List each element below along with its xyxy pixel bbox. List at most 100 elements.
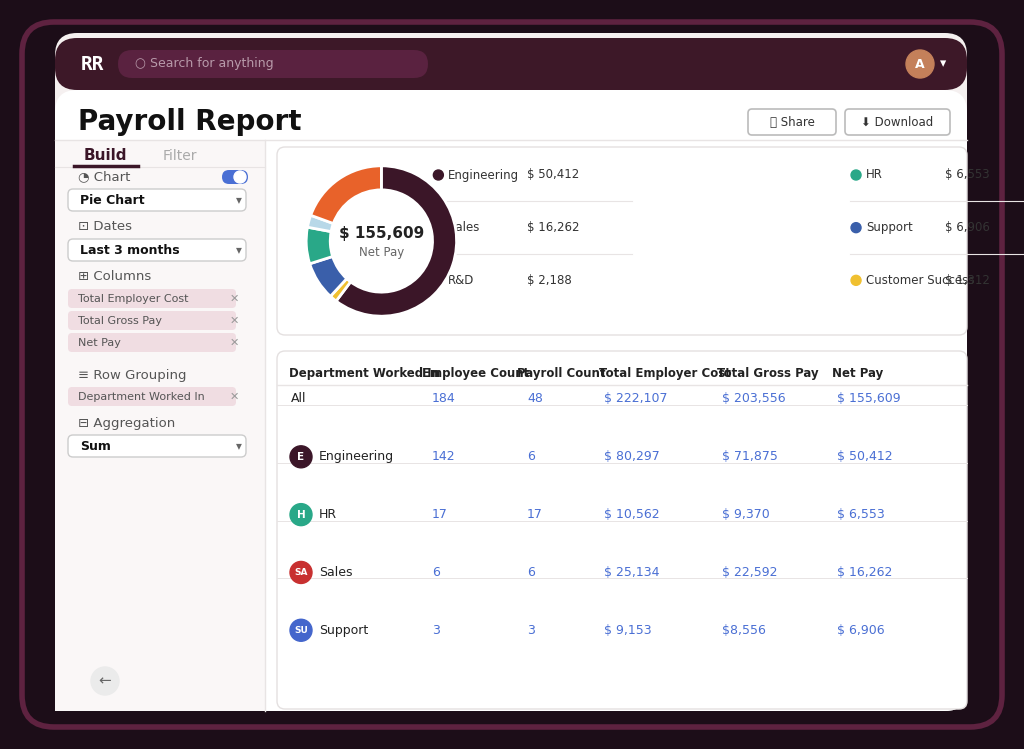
Circle shape — [433, 170, 443, 180]
Text: E: E — [297, 452, 304, 462]
Text: 6: 6 — [527, 450, 535, 464]
Text: $ 10,562: $ 10,562 — [604, 508, 659, 521]
Text: $ 9,370: $ 9,370 — [722, 508, 770, 521]
Text: H: H — [297, 509, 305, 520]
Text: $ 71,875: $ 71,875 — [722, 450, 778, 464]
Circle shape — [290, 562, 312, 583]
Text: ✕: ✕ — [230, 338, 240, 348]
FancyBboxPatch shape — [22, 22, 1002, 727]
Text: $ 155,609: $ 155,609 — [339, 226, 424, 241]
Text: ⊞ Columns: ⊞ Columns — [78, 270, 152, 284]
Text: Department Worked In: Department Worked In — [289, 366, 440, 380]
Text: ≡ Row Grouping: ≡ Row Grouping — [78, 369, 186, 381]
Text: $ 155,609: $ 155,609 — [837, 392, 901, 405]
Text: Payroll Count: Payroll Count — [517, 366, 605, 380]
Text: ⬇ Download: ⬇ Download — [861, 115, 933, 129]
Text: Employee Count: Employee Count — [422, 366, 529, 380]
Circle shape — [906, 50, 934, 78]
Text: R&D: R&D — [449, 274, 475, 287]
FancyBboxPatch shape — [55, 140, 265, 711]
Text: Total Gross Pay: Total Gross Pay — [717, 366, 818, 380]
Text: 6: 6 — [527, 566, 535, 579]
Text: Net Pay: Net Pay — [831, 366, 884, 380]
Text: 3: 3 — [432, 624, 440, 637]
FancyBboxPatch shape — [845, 109, 950, 135]
FancyBboxPatch shape — [55, 90, 967, 711]
Text: Support: Support — [319, 624, 369, 637]
FancyBboxPatch shape — [118, 50, 428, 78]
FancyBboxPatch shape — [68, 311, 236, 330]
Wedge shape — [307, 215, 334, 231]
Text: RR: RR — [80, 55, 103, 73]
Text: A: A — [915, 58, 925, 70]
Text: SU: SU — [294, 625, 308, 634]
Text: 142: 142 — [432, 450, 456, 464]
Text: $ 16,262: $ 16,262 — [527, 221, 580, 234]
Text: $ 80,297: $ 80,297 — [604, 450, 659, 464]
Text: $ 6,553: $ 6,553 — [945, 169, 989, 181]
FancyBboxPatch shape — [68, 289, 236, 308]
Text: 17: 17 — [527, 508, 543, 521]
Text: ✕: ✕ — [230, 294, 240, 303]
Text: $ 16,262: $ 16,262 — [837, 566, 892, 579]
Text: SA: SA — [294, 568, 308, 577]
Text: All: All — [291, 392, 306, 405]
Text: Sales: Sales — [319, 566, 352, 579]
Text: ○: ○ — [134, 58, 144, 70]
Text: ✕: ✕ — [230, 392, 240, 401]
Text: 17: 17 — [432, 508, 447, 521]
Text: $ 9,153: $ 9,153 — [604, 624, 651, 637]
Text: 3: 3 — [527, 624, 535, 637]
FancyBboxPatch shape — [222, 170, 248, 184]
Text: 184: 184 — [432, 392, 456, 405]
Circle shape — [290, 446, 312, 468]
Text: Build: Build — [83, 148, 127, 163]
FancyBboxPatch shape — [278, 351, 967, 709]
Circle shape — [234, 171, 246, 183]
Text: 6: 6 — [432, 566, 440, 579]
Text: Engineering: Engineering — [319, 450, 394, 464]
Text: $ 50,412: $ 50,412 — [527, 169, 580, 181]
Text: Total Employer Cost: Total Employer Cost — [78, 294, 188, 303]
Text: Sales: Sales — [449, 221, 479, 234]
Text: Total Employer Cost: Total Employer Cost — [599, 366, 731, 380]
Text: $ 1,312: $ 1,312 — [945, 274, 990, 287]
FancyBboxPatch shape — [68, 387, 236, 406]
Text: Payroll Report: Payroll Report — [78, 108, 301, 136]
Text: Sum: Sum — [80, 440, 111, 452]
Text: Total Gross Pay: Total Gross Pay — [78, 315, 162, 326]
Circle shape — [91, 667, 119, 695]
Text: ▾: ▾ — [236, 193, 242, 207]
Text: HR: HR — [319, 508, 337, 521]
Text: Filter: Filter — [163, 149, 198, 163]
Text: ⤴ Share: ⤴ Share — [770, 115, 814, 129]
FancyBboxPatch shape — [68, 333, 236, 352]
Text: $8,556: $8,556 — [722, 624, 766, 637]
Text: Support: Support — [866, 221, 912, 234]
Text: Net Pay: Net Pay — [358, 246, 404, 259]
Text: $ 222,107: $ 222,107 — [604, 392, 668, 405]
FancyBboxPatch shape — [68, 239, 246, 261]
Text: Net Pay: Net Pay — [78, 338, 121, 348]
FancyBboxPatch shape — [55, 33, 967, 711]
Text: HR: HR — [866, 169, 883, 181]
Text: $ 6,906: $ 6,906 — [837, 624, 885, 637]
Text: ◔ Chart: ◔ Chart — [78, 171, 130, 184]
Circle shape — [433, 222, 443, 233]
Text: ⊟ Aggregation: ⊟ Aggregation — [78, 416, 175, 429]
Text: ▾: ▾ — [940, 58, 946, 70]
Text: ✕: ✕ — [230, 315, 240, 326]
Circle shape — [290, 503, 312, 526]
Circle shape — [851, 276, 861, 285]
FancyBboxPatch shape — [278, 147, 967, 335]
Circle shape — [851, 222, 861, 233]
Text: $ 203,556: $ 203,556 — [722, 392, 785, 405]
Wedge shape — [306, 227, 333, 264]
Text: $ 25,134: $ 25,134 — [604, 566, 659, 579]
Wedge shape — [336, 166, 457, 316]
Text: Last 3 months: Last 3 months — [80, 243, 179, 256]
Text: $ 22,592: $ 22,592 — [722, 566, 777, 579]
Text: 48: 48 — [527, 392, 543, 405]
Circle shape — [851, 170, 861, 180]
Text: ⊡ Dates: ⊡ Dates — [78, 220, 132, 234]
